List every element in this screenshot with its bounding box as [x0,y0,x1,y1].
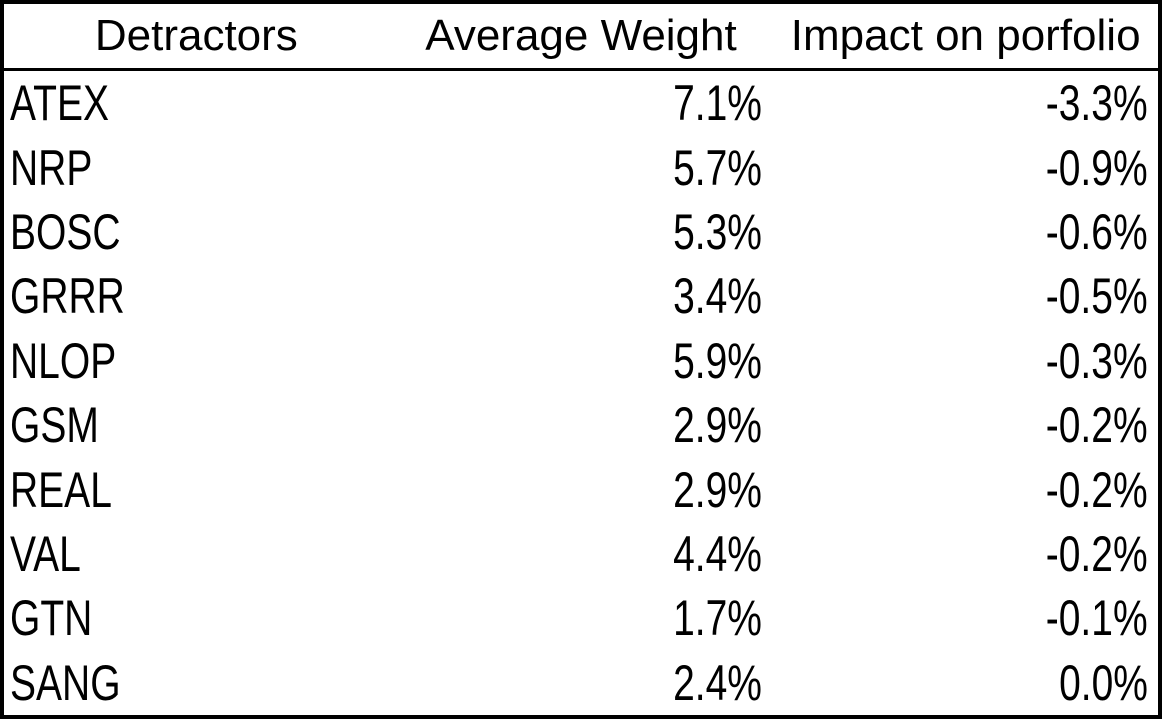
ticker-label: ATEX [10,75,109,132]
impact-value: -0.2% [1046,397,1148,454]
table-row: BOSC 5.3% -0.6% [4,200,1158,264]
average-weight-cell: 5.3% [386,207,772,257]
ticker-label: BOSC [10,204,121,261]
average-weight-cell: 2.9% [386,400,772,450]
average-weight-cell: 1.7% [386,593,772,643]
ticker-cell: GRRR [4,271,386,321]
ticker-label: REAL [10,461,112,518]
average-weight-cell: 2.9% [386,465,772,515]
impact-value: -3.3% [1046,75,1148,132]
impact-cell: 0.0% [772,658,1158,708]
impact-value: -0.2% [1046,461,1148,518]
average-weight-cell: 7.1% [386,78,772,128]
impact-cell: -0.2% [772,465,1158,515]
table-row: GSM 2.9% -0.2% [4,393,1158,457]
table-row: REAL 2.9% -0.2% [4,457,1158,521]
average-weight-cell: 4.4% [386,529,772,579]
table-body: ATEX 7.1% -3.3% NRP 5.7% -0.9% BOSC 5.3%… [4,71,1158,715]
average-weight-value: 5.3% [673,204,762,261]
column-header-detractors: Detractors [4,14,389,58]
impact-cell: -0.9% [772,143,1158,193]
impact-cell: -3.3% [772,78,1158,128]
ticker-cell: NRP [4,143,386,193]
average-weight-value: 7.1% [673,75,762,132]
table-row: ATEX 7.1% -3.3% [4,71,1158,135]
average-weight-value: 5.9% [673,332,762,389]
ticker-label: NLOP [10,332,117,389]
impact-cell: -0.2% [772,529,1158,579]
ticker-label: SANG [10,654,121,711]
average-weight-cell: 2.4% [386,658,772,708]
impact-value: -0.2% [1046,526,1148,583]
impact-cell: -0.6% [772,207,1158,257]
average-weight-value: 5.7% [673,139,762,196]
average-weight-cell: 5.9% [386,336,772,386]
impact-value: 0.0% [1059,654,1148,711]
ticker-cell: VAL [4,529,386,579]
average-weight-value: 2.4% [673,654,762,711]
ticker-cell: GSM [4,400,386,450]
column-header-detractors-label: Detractors [94,11,298,60]
table-row: VAL 4.4% -0.2% [4,522,1158,586]
average-weight-cell: 5.7% [386,143,772,193]
ticker-label: NRP [10,139,93,196]
ticker-cell: BOSC [4,207,386,257]
table-row: NRP 5.7% -0.9% [4,135,1158,199]
impact-value: -0.3% [1046,332,1148,389]
impact-cell: -0.2% [772,400,1158,450]
ticker-label: GTN [10,590,93,647]
column-header-impact-label: Impact on porfolio [790,11,1141,60]
table-row: SANG 2.4% 0.0% [4,651,1158,715]
average-weight-value: 2.9% [673,461,762,518]
ticker-label: GRRR [10,268,125,325]
impact-value: -0.6% [1046,204,1148,261]
ticker-cell: SANG [4,658,386,708]
ticker-cell: ATEX [4,78,386,128]
ticker-cell: REAL [4,465,386,515]
table-header-row: Detractors Average Weight Impact on porf… [4,4,1158,71]
column-header-average-weight-label: Average Weight [425,11,737,60]
ticker-label: GSM [10,397,99,454]
impact-cell: -0.1% [772,593,1158,643]
table-row: GRRR 3.4% -0.5% [4,264,1158,328]
column-header-impact: Impact on porfolio [773,14,1158,58]
table-row: GTN 1.7% -0.1% [4,586,1158,650]
ticker-cell: GTN [4,593,386,643]
ticker-cell: NLOP [4,336,386,386]
average-weight-value: 1.7% [673,590,762,647]
impact-cell: -0.3% [772,336,1158,386]
ticker-label: VAL [10,526,81,583]
impact-cell: -0.5% [772,271,1158,321]
average-weight-value: 2.9% [673,397,762,454]
impact-value: -0.1% [1046,590,1148,647]
impact-value: -0.5% [1046,268,1148,325]
column-header-average-weight: Average Weight [389,14,774,58]
table-row: NLOP 5.9% -0.3% [4,329,1158,393]
average-weight-value: 4.4% [673,526,762,583]
impact-value: -0.9% [1046,139,1148,196]
average-weight-value: 3.4% [673,268,762,325]
average-weight-cell: 3.4% [386,271,772,321]
